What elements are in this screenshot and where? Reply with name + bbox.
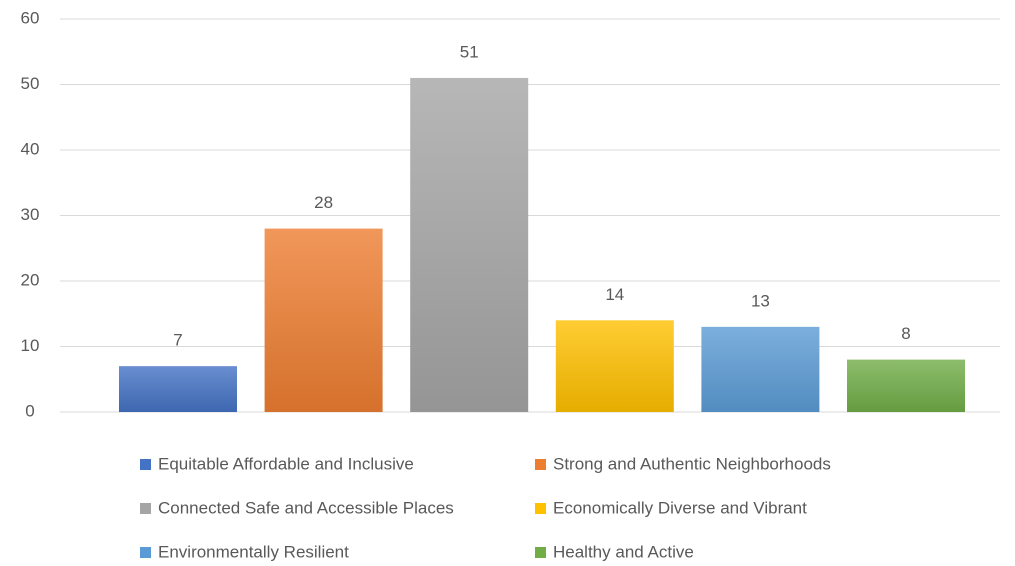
bar (701, 326, 820, 412)
data-label: 8 (901, 324, 910, 343)
y-tick-label: 30 (21, 205, 40, 224)
legend-swatch (140, 547, 151, 558)
bar (264, 228, 383, 412)
y-tick-label: 10 (21, 336, 40, 355)
data-label: 51 (460, 42, 479, 61)
legend-label: Equitable Affordable and Inclusive (158, 454, 414, 473)
data-label: 13 (751, 291, 770, 310)
legend-label: Strong and Authentic Neighborhoods (553, 454, 831, 473)
bar (410, 77, 529, 412)
legend-swatch (140, 503, 151, 514)
legend-swatch (535, 547, 546, 558)
data-label: 28 (314, 193, 333, 212)
data-label: 14 (605, 285, 624, 304)
bar (555, 320, 674, 412)
legend-swatch (140, 459, 151, 470)
bar (847, 359, 965, 412)
y-tick-label: 50 (21, 74, 40, 93)
y-tick-label: 60 (21, 8, 40, 27)
legend-swatch (535, 459, 546, 470)
y-tick-label: 20 (21, 270, 40, 289)
data-label: 7 (173, 331, 182, 350)
legend-label: Economically Diverse and Vibrant (553, 498, 807, 517)
legend-label: Healthy and Active (553, 542, 694, 561)
y-tick-label: 0 (25, 401, 34, 420)
legend-label: Environmentally Resilient (158, 542, 349, 561)
legend-label: Connected Safe and Accessible Places (158, 498, 454, 517)
legend-swatch (535, 503, 546, 514)
y-tick-label: 40 (21, 139, 40, 158)
bar (119, 366, 237, 412)
